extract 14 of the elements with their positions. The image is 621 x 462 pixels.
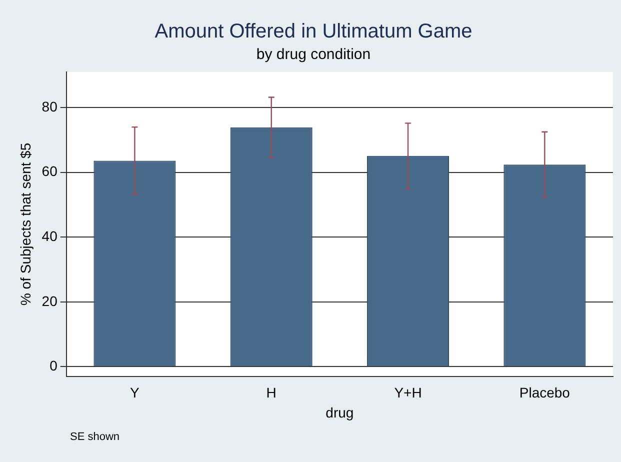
y-axis-title: % of Subjects that sent $5 [17,142,34,306]
text: SE shown [70,431,120,444]
x-tick-label: H [266,384,276,401]
y-tick-label: 20 [42,292,58,309]
y-tick-label: 40 [42,228,58,244]
chart-title: Amount Offered in Ultimatum Game [154,20,472,43]
x-tick-label: Y [130,384,140,401]
y-tick-label: 0 [50,358,58,374]
x-tick-label: Placebo [519,384,570,401]
y-tick-label: 80 [42,98,58,114]
y-tick-label: 60 [42,163,58,180]
chart-subtitle: by drug condition [256,46,371,64]
x-axis-title: drug [326,404,354,420]
x-tick-label: Y+H [394,384,422,401]
